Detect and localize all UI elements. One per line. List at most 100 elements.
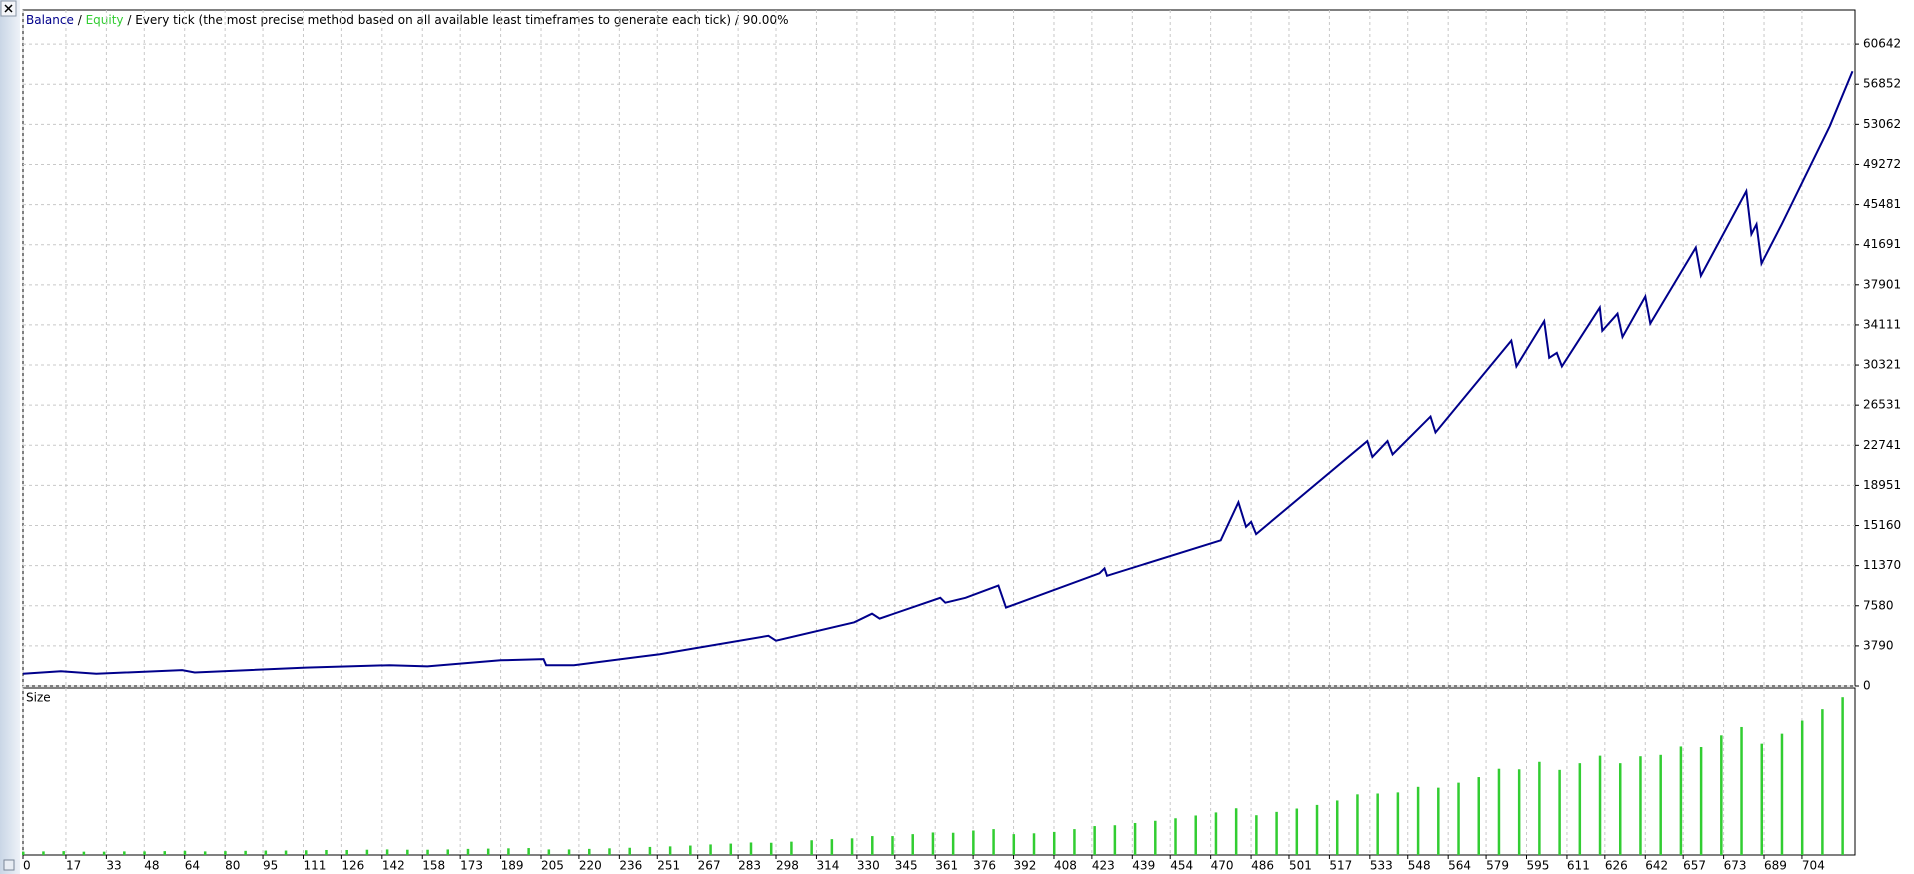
- y-tick-label: 11370: [1863, 558, 1901, 572]
- x-tick-label: 454: [1170, 859, 1193, 873]
- size-bar: [1255, 815, 1258, 855]
- size-bar: [203, 851, 207, 855]
- size-bar: [628, 847, 631, 855]
- x-tick-label: 95: [263, 859, 278, 873]
- size-bar: [1800, 720, 1804, 855]
- size-bar: [567, 849, 571, 855]
- y-tick-label: 22741: [1863, 438, 1901, 452]
- x-tick-label: 408: [1054, 859, 1077, 873]
- size-bar: [1760, 743, 1764, 855]
- size-bar: [82, 851, 86, 855]
- y-tick-label: 3790: [1863, 638, 1894, 652]
- size-bar: [325, 849, 328, 855]
- y-tick-label: 45481: [1863, 197, 1901, 211]
- size-bar: [1618, 763, 1622, 855]
- y-tick-label: 53062: [1863, 117, 1901, 131]
- x-tick-label: 642: [1645, 859, 1668, 873]
- size-bar: [1416, 786, 1420, 855]
- size-bar: [810, 840, 813, 855]
- size-bar: [1174, 818, 1177, 855]
- size-bar: [1356, 794, 1359, 855]
- size-bar: [648, 846, 652, 855]
- x-tick-label: 220: [579, 859, 602, 873]
- size-bar: [62, 851, 65, 855]
- legend-separator: /: [78, 13, 83, 27]
- x-tick-label: 48: [144, 859, 159, 873]
- size-bar: [244, 850, 247, 855]
- legend-separator: /: [127, 13, 132, 27]
- size-bar: [183, 850, 187, 855]
- size-bar: [1780, 733, 1784, 855]
- size-bar: [264, 850, 268, 855]
- size-bar: [102, 851, 106, 855]
- size-bar: [891, 836, 894, 855]
- modeling-quality: 90.00%: [743, 13, 789, 27]
- size-bar: [871, 836, 874, 855]
- size-bar: [1194, 815, 1197, 855]
- size-bar: [1154, 820, 1157, 855]
- legend-balance: Balance: [26, 13, 74, 27]
- size-bar: [143, 851, 146, 855]
- size-bar: [1477, 777, 1480, 855]
- size-bar: [1335, 800, 1339, 855]
- size-bar: [1497, 768, 1501, 855]
- size-bar: [486, 848, 490, 855]
- x-tick-label: 423: [1092, 859, 1115, 873]
- size-bar: [830, 839, 834, 855]
- size-bar: [1376, 793, 1379, 855]
- size-bar: [1133, 822, 1137, 855]
- x-tick-label: 517: [1329, 859, 1352, 873]
- size-bar: [1396, 792, 1400, 855]
- x-tick-label: 579: [1486, 859, 1509, 873]
- size-bar: [911, 834, 914, 855]
- x-tick-label: 501: [1289, 859, 1312, 873]
- size-bar: [1720, 735, 1723, 855]
- size-bar: [689, 845, 692, 855]
- x-tick-label: 533: [1370, 859, 1393, 873]
- y-tick-label: 0: [1863, 679, 1871, 693]
- y-tick-label: 56852: [1863, 77, 1901, 91]
- size-bar: [729, 843, 733, 855]
- y-tick-label: 41691: [1863, 237, 1901, 251]
- size-bar: [1679, 746, 1683, 855]
- size-bar: [1437, 787, 1440, 855]
- x-tick-label: 111: [303, 859, 326, 873]
- size-bar: [1699, 747, 1703, 855]
- y-tick-label: 60642: [1863, 37, 1901, 51]
- corner-icon[interactable]: [3, 859, 15, 871]
- size-bar: [1012, 834, 1016, 855]
- size-bar: [426, 849, 429, 855]
- x-tick-label: 673: [1724, 859, 1747, 873]
- y-tick-label: 7580: [1863, 598, 1894, 612]
- x-tick-label: 33: [106, 859, 121, 873]
- size-bar: [1275, 811, 1278, 855]
- size-bar: [466, 848, 470, 855]
- x-tick-label: 189: [501, 859, 524, 873]
- close-button[interactable]: [0, 0, 17, 17]
- size-bar: [284, 850, 288, 855]
- size-bar: [951, 832, 955, 855]
- legend-separator: /: [735, 13, 740, 27]
- x-tick-label: 657: [1683, 859, 1706, 873]
- main-panel: [22, 9, 1856, 687]
- legend-subtitle: Every tick (the most precise method base…: [135, 13, 731, 27]
- size-bar: [527, 848, 530, 855]
- size-bar: [1113, 825, 1117, 855]
- y-tick-label: 15160: [1863, 518, 1901, 532]
- size-bar: [1538, 761, 1541, 855]
- x-tick-label: 236: [619, 859, 642, 873]
- size-bar: [1214, 812, 1218, 855]
- x-tick-label: 548: [1408, 859, 1431, 873]
- x-tick-label: 80: [225, 859, 240, 873]
- x-tick-label: 611: [1567, 859, 1590, 873]
- x-tick-label: 564: [1448, 859, 1471, 873]
- size-bar: [345, 849, 348, 855]
- size-bar: [1315, 804, 1319, 855]
- x-tick-label: 470: [1211, 859, 1234, 873]
- x-tick-label: 595: [1527, 859, 1550, 873]
- size-bar: [42, 851, 45, 855]
- size-bar: [931, 832, 935, 855]
- size-bar: [1073, 829, 1076, 855]
